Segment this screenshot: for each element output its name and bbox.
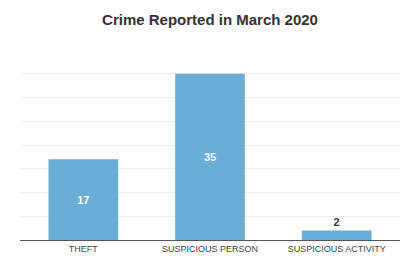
svg-text:SUSPICIOUS PERSON: SUSPICIOUS PERSON [162,244,258,254]
svg-text:SUSPICIOUS ACTIVITY: SUSPICIOUS ACTIVITY [288,244,386,254]
svg-text:THEFT: THEFT [69,244,98,254]
svg-text:Crime Reported in March 2020: Crime Reported in March 2020 [102,11,318,28]
svg-text:2: 2 [334,216,340,228]
svg-text:35: 35 [204,151,216,163]
svg-text:17: 17 [77,194,89,206]
